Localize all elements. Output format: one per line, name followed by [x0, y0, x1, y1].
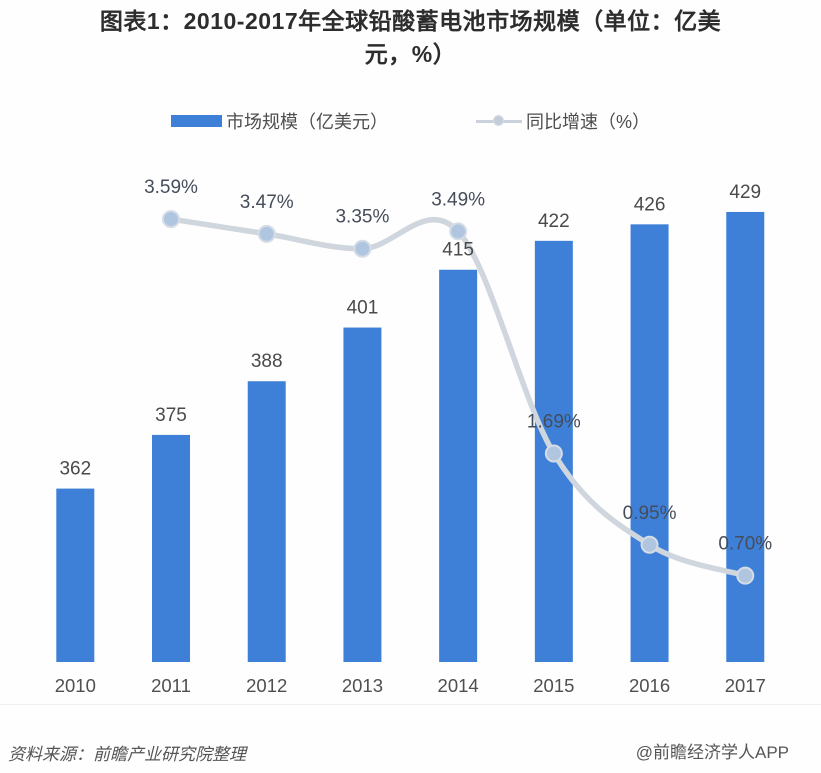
growth-label-2017: 0.70%	[718, 534, 772, 555]
bar-2017	[726, 212, 764, 662]
x-tick-2012: 2012	[246, 675, 287, 696]
bar-value-label-2011: 375	[155, 405, 187, 426]
bar-series-swatch-icon	[171, 115, 222, 127]
x-tick-2015: 2015	[533, 675, 574, 696]
growth-label-2014: 3.49%	[431, 189, 485, 210]
x-tick-2010: 2010	[55, 675, 96, 696]
growth-marker-2013	[354, 241, 370, 257]
chart-figure: 图表1：2010-2017年全球铅酸蓄电池市场规模（单位：亿美元，%） 市场规模…	[0, 0, 821, 773]
legend-item-market-size: 市场规模（亿美元）	[171, 108, 388, 134]
x-tick-2011: 2011	[151, 675, 191, 696]
line-series-swatch-icon	[476, 115, 522, 127]
chart-legend: 市场规模（亿美元） 同比增速（%）	[0, 108, 821, 134]
bar-2010	[56, 489, 94, 662]
x-tick-2016: 2016	[629, 675, 670, 696]
bar-2012	[248, 381, 286, 662]
bar-value-label-2015: 422	[538, 211, 570, 232]
growth-label-2013: 3.35%	[335, 207, 389, 228]
footer-divider	[0, 704, 821, 705]
growth-label-2015: 1.69%	[527, 411, 581, 432]
x-tick-2013: 2013	[342, 675, 383, 696]
growth-marker-2015	[546, 445, 562, 461]
bar-value-label-2016: 426	[634, 194, 666, 215]
bar-value-label-2013: 401	[347, 298, 379, 319]
legend-item-growth-rate: 同比增速（%）	[476, 108, 650, 134]
bar-value-label-2014: 415	[442, 240, 474, 261]
watermark-credit-text: @前瞻经济学人APP	[636, 738, 789, 763]
growth-label-2011: 3.59%	[144, 177, 198, 198]
bar-2013	[343, 328, 381, 662]
bar-value-label-2010: 362	[59, 459, 91, 480]
x-tick-2014: 2014	[438, 675, 479, 696]
growth-marker-2017	[737, 568, 753, 584]
legend-label-growth-rate: 同比增速（%）	[526, 108, 650, 134]
growth-marker-2011	[163, 211, 179, 227]
line-marker-dot-icon	[493, 115, 504, 126]
legend-label-market-size: 市场规模（亿美元）	[226, 108, 388, 134]
x-tick-2017: 2017	[725, 675, 766, 696]
growth-label-2016: 0.95%	[623, 503, 677, 524]
combo-chart-canvas: 362 375 388 401 415 422 426 429 3.59% 3.47% 3.35% 3…	[0, 145, 821, 703]
growth-marker-2014	[450, 223, 466, 239]
data-source-text: 资料来源：前瞻产业研究院整理	[8, 740, 246, 765]
bar-2016	[631, 224, 669, 662]
growth-label-2012: 3.47%	[240, 192, 294, 213]
chart-title: 图表1：2010-2017年全球铅酸蓄电池市场规模（单位：亿美元，%）	[83, 5, 739, 70]
bar-value-label-2017: 429	[729, 182, 761, 203]
bar-2014	[439, 270, 477, 662]
bar-value-label-2012: 388	[251, 351, 283, 372]
bar-2011	[152, 435, 190, 662]
growth-marker-2012	[259, 226, 275, 242]
growth-marker-2016	[642, 537, 658, 553]
